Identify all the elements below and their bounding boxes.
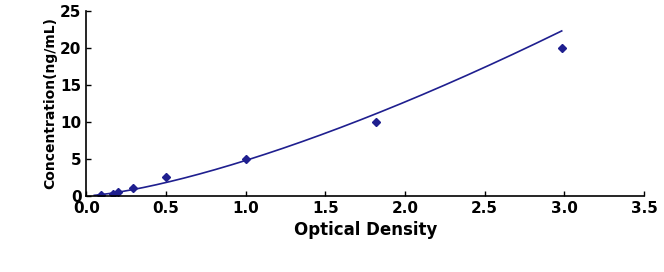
X-axis label: Optical Density: Optical Density — [293, 221, 437, 239]
Y-axis label: Concentration(ng/mL): Concentration(ng/mL) — [43, 17, 57, 189]
